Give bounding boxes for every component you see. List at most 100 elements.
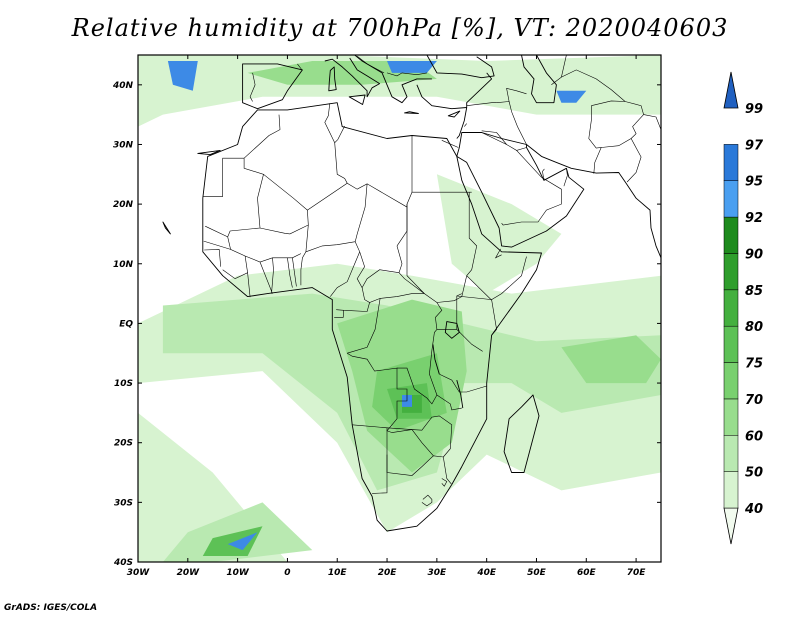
lat-tick-label: 40S — [113, 558, 133, 568]
country-border — [354, 183, 400, 289]
humidity-region-80 — [202, 526, 263, 556]
country-border — [436, 394, 462, 411]
country-border — [300, 224, 309, 286]
country-border — [466, 102, 497, 106]
country-border — [542, 168, 545, 181]
country-border — [203, 240, 231, 250]
colorbar-label: 95 — [745, 175, 763, 190]
country-border — [202, 157, 245, 197]
colorbar-label: 40 — [744, 502, 763, 517]
plot-frame — [137, 54, 662, 563]
lon-tick-label: 30E — [428, 568, 448, 578]
colorbar-label: 97 — [745, 138, 764, 153]
lat-tick-label: 40N — [112, 81, 134, 91]
humidity-region-95 — [387, 61, 437, 73]
country-border — [334, 310, 344, 318]
country-border — [456, 295, 497, 336]
humidity-region-95 — [227, 532, 258, 551]
country-border — [386, 72, 427, 77]
country-border — [357, 55, 385, 74]
coastline-cyprus — [447, 110, 461, 118]
country-border — [330, 251, 360, 297]
colorbar-segment — [723, 253, 739, 291]
colorbar-label: 90 — [745, 247, 763, 262]
country-border — [436, 329, 483, 352]
country-border — [297, 63, 303, 71]
colorbar-segment — [723, 216, 739, 254]
lon-tick-label: 20W — [177, 568, 201, 578]
credit-label: GrADS: IGES/COLA — [4, 603, 98, 613]
coastline-crete — [404, 111, 419, 114]
country-border — [421, 494, 433, 507]
country-border — [501, 150, 562, 226]
colorbar: 40 50 60 70 75 80 85 90 92 95 97 99 — [723, 71, 764, 545]
colorbar-bottom-triangle — [723, 507, 739, 545]
colorbar-label: 70 — [745, 393, 763, 408]
lon-tick-label: 70E — [627, 568, 647, 578]
country-border — [464, 123, 467, 127]
country-border — [397, 329, 438, 405]
colorbar-segment — [723, 289, 739, 327]
country-border — [481, 132, 527, 151]
humidity-region-95 — [167, 61, 198, 91]
country-border — [626, 138, 642, 183]
country-border — [244, 255, 248, 273]
colorbar-segment — [723, 398, 739, 436]
country-border — [305, 241, 356, 253]
country-border — [249, 72, 256, 102]
country-border — [324, 103, 338, 144]
lon-tick-label: 10E — [328, 568, 348, 578]
coastline-levant — [456, 107, 468, 139]
country-border — [439, 373, 487, 393]
coastline-caspian — [521, 55, 557, 104]
country-border — [435, 302, 443, 330]
coastline-sicily — [348, 94, 366, 105]
humidity-region-50 — [436, 174, 562, 294]
coastline-lake-victoria — [444, 321, 460, 339]
coastline-balkans — [354, 55, 432, 104]
colorbar-segment — [723, 180, 739, 218]
country-border — [411, 429, 434, 456]
lat-tick-label: 30S — [114, 498, 133, 508]
lat-tick-label: 20S — [114, 439, 133, 449]
colorbar-label: 85 — [745, 284, 763, 299]
lon-tick-label: 40E — [476, 568, 497, 578]
colorbar-label: 60 — [745, 429, 763, 444]
coastline-turkey — [416, 72, 493, 110]
coastline-layer — [162, 55, 661, 532]
country-border — [222, 269, 251, 298]
coastline-africa — [202, 102, 542, 532]
country-border — [337, 125, 345, 140]
coastline-madagascar — [503, 394, 540, 473]
country-border — [441, 478, 448, 487]
coastline-iberia — [242, 63, 303, 110]
colorbar-label: 75 — [745, 357, 763, 372]
country-border — [204, 249, 221, 267]
colorbar-segment — [723, 325, 739, 363]
coastline-italy — [324, 57, 381, 98]
country-border — [491, 256, 527, 300]
colorbar-segment — [723, 362, 739, 400]
coastline-arabia — [456, 132, 585, 248]
country-border — [481, 130, 507, 145]
coastline-canaries — [197, 149, 221, 156]
coastline-sardinia-corsica — [328, 66, 337, 92]
lon-tick-label: 10W — [226, 568, 250, 578]
country-border — [496, 101, 527, 145]
coastline-lake-tanganyika — [432, 344, 440, 375]
coastline-iran-coast — [526, 144, 661, 258]
map-title: Relative humidity at 700hPa [%], VT: 202… — [71, 14, 729, 42]
country-border — [227, 236, 302, 263]
country-border — [243, 114, 281, 159]
lat-tick-label: 10N — [113, 260, 134, 270]
country-border — [205, 158, 264, 238]
country-border — [494, 248, 502, 259]
colorbar-label: 99 — [745, 102, 763, 117]
colorbar-segment — [723, 144, 739, 181]
colorbar-label: 92 — [745, 211, 763, 226]
country-border — [334, 142, 348, 184]
country-border — [551, 69, 626, 102]
lon-tick-label: 20E — [378, 568, 398, 578]
border-layer — [202, 55, 661, 507]
